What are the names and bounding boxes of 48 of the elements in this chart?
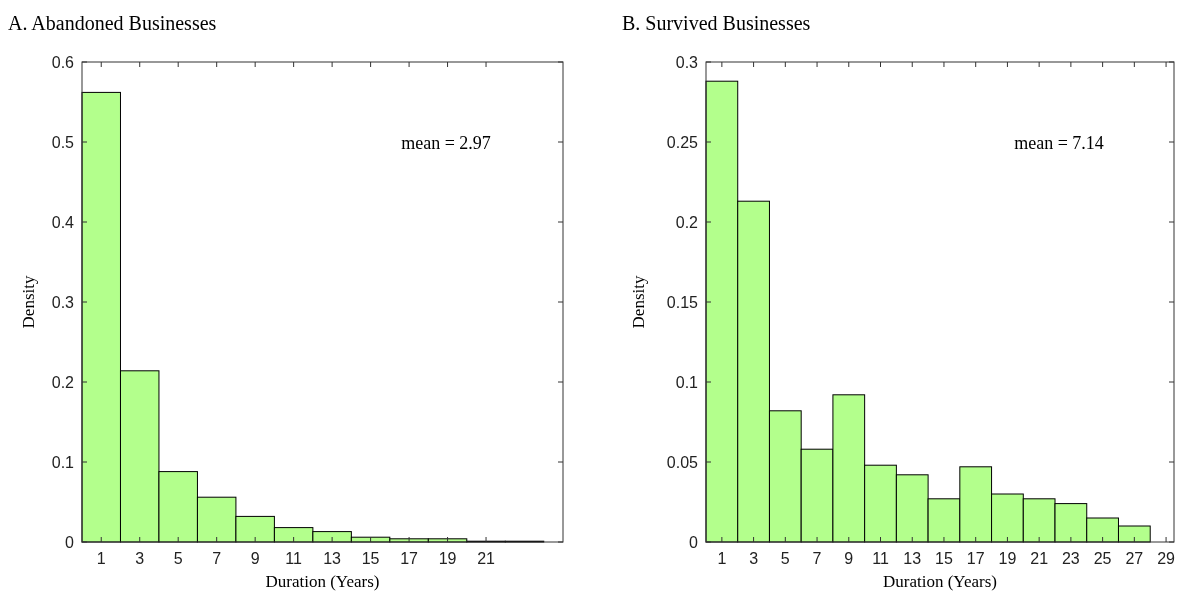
- y-tick-label: 0.3: [675, 54, 699, 71]
- x-tick-label: 29: [1157, 550, 1176, 567]
- x-tick-label: 5: [780, 550, 790, 567]
- x-tick-label: 13: [323, 550, 342, 567]
- x-tick-label: 17: [400, 550, 419, 567]
- x-tick-label: 23: [1061, 550, 1080, 567]
- y-tick-label: 0.05: [666, 454, 699, 471]
- x-axis-title: Duration (Years): [883, 572, 997, 591]
- x-tick-label: 1: [96, 550, 106, 567]
- y-tick-label: 0.4: [51, 214, 75, 231]
- x-tick-label: 15: [361, 550, 380, 567]
- y-tick-label: 0.1: [675, 374, 699, 391]
- y-tick-label: 0: [65, 534, 75, 551]
- y-tick-label: 0.3: [51, 294, 75, 311]
- x-tick-label: 7: [812, 550, 822, 567]
- x-axis-title: Duration (Years): [265, 572, 380, 591]
- x-tick-label: 7: [212, 550, 222, 567]
- y-axis-title: Density: [629, 275, 648, 329]
- y-tick-label: 0.1: [51, 454, 75, 471]
- x-tick-label: 3: [135, 550, 145, 567]
- annotation: mean = 7.14: [1014, 133, 1104, 153]
- y-tick-label: 0.2: [675, 214, 699, 231]
- x-tick-label: 11: [285, 550, 303, 567]
- x-tick-label: 21: [477, 550, 496, 567]
- x-tick-label: 13: [903, 550, 922, 567]
- x-tick-label: 5: [173, 550, 183, 567]
- x-tick-label: 19: [998, 550, 1017, 567]
- x-tick-label: 11: [872, 550, 889, 567]
- x-tick-label: 1: [717, 550, 727, 567]
- y-tick-label: 0.5: [51, 134, 75, 151]
- x-tick-label: 25: [1093, 550, 1112, 567]
- x-tick-label: 15: [935, 550, 953, 567]
- x-tick-label: 9: [844, 550, 854, 567]
- y-tick-label: 0.2: [51, 374, 75, 391]
- x-tick-label: 3: [749, 550, 759, 567]
- y-tick-label: 0.15: [666, 294, 699, 311]
- x-tick-label: 17: [966, 550, 985, 567]
- x-tick-label: 19: [438, 550, 457, 567]
- y-axis-title: Density: [19, 275, 38, 329]
- x-tick-label: 27: [1125, 550, 1144, 567]
- x-tick-label: 21: [1030, 550, 1049, 567]
- y-tick-label: 0.25: [666, 134, 699, 151]
- chart-title: A. Abandoned Businesses: [8, 12, 217, 34]
- x-tick-label: 9: [250, 550, 260, 567]
- y-tick-label: 0.6: [51, 54, 75, 71]
- chart-title: B. Survived Businesses: [622, 12, 811, 34]
- y-tick-label: 0: [689, 534, 699, 551]
- annotation: mean = 2.97: [401, 133, 491, 153]
